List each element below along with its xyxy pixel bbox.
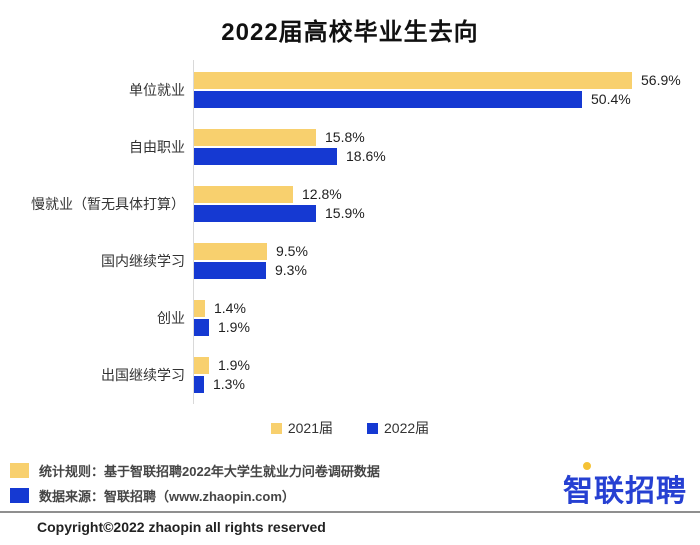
bar-row: 自由职业 15.8% 18.6% bbox=[0, 119, 700, 176]
bar-value-label: 18.6% bbox=[346, 148, 386, 164]
note-swatch-yellow bbox=[10, 463, 29, 478]
zhaopin-logo-text: 智联招聘 bbox=[563, 475, 687, 508]
legend-swatch-2022 bbox=[367, 422, 378, 434]
bar-row: 出国继续学习 1.9% 1.3% bbox=[0, 347, 700, 404]
bar-row: 国内继续学习 9.5% 9.3% bbox=[0, 233, 700, 290]
bar-value-label: 1.9% bbox=[218, 357, 250, 373]
bar-value-label: 15.8% bbox=[325, 129, 365, 145]
bar-2021届 bbox=[194, 300, 205, 317]
footer-divider bbox=[0, 511, 700, 513]
category-label: 单位就业 bbox=[129, 81, 185, 98]
bar-row: 慢就业（暂无具体打算） 12.8% 15.9% bbox=[0, 176, 700, 233]
bar-2021届 bbox=[194, 129, 316, 146]
zhaopin-logo-circle-icon bbox=[583, 462, 591, 470]
bar-2021届 bbox=[194, 243, 267, 260]
category-label: 创业 bbox=[157, 309, 185, 326]
bar-2021届 bbox=[194, 186, 293, 203]
y-axis-line bbox=[193, 60, 194, 404]
legend-label-2022: 2022届 bbox=[384, 420, 430, 436]
note-text-statistics-rule: 统计规则：基于智联招聘2022年大学生就业力问卷调研数据 bbox=[39, 464, 380, 479]
bar-value-label: 9.3% bbox=[275, 262, 307, 278]
zhaopin-logo: 智联招聘 bbox=[563, 462, 695, 508]
category-label: 自由职业 bbox=[129, 138, 185, 155]
bar-value-label: 9.5% bbox=[276, 243, 308, 259]
bar-value-label: 12.8% bbox=[302, 186, 342, 202]
bar-2022届 bbox=[194, 91, 582, 108]
bar-value-label: 15.9% bbox=[325, 205, 365, 221]
chart-legend: 2021届 2022届 bbox=[0, 418, 700, 438]
category-label: 慢就业（暂无具体打算） bbox=[31, 195, 185, 212]
bar-2022届 bbox=[194, 205, 316, 222]
bar-2022届 bbox=[194, 262, 266, 279]
legend-item-2021: 2021届 bbox=[270, 418, 333, 438]
copyright-text: Copyright©2022 zhaopin all rights reserv… bbox=[37, 519, 326, 535]
bar-value-label: 50.4% bbox=[591, 91, 631, 107]
legend-label-2021: 2021届 bbox=[287, 420, 333, 436]
chart-title: 2022届高校毕业生去向 bbox=[221, 19, 479, 46]
note-swatch-blue bbox=[10, 488, 29, 503]
bar-value-label: 1.4% bbox=[214, 300, 246, 316]
bar-row: 单位就业 56.9% 50.4% bbox=[0, 62, 700, 119]
note-data-source: 数据来源：智联招聘（www.zhaopin.com） bbox=[10, 486, 380, 505]
footer-notes: 统计规则：基于智联招聘2022年大学生就业力问卷调研数据 数据来源：智联招聘（w… bbox=[10, 461, 380, 505]
note-statistics-rule: 统计规则：基于智联招聘2022年大学生就业力问卷调研数据 bbox=[10, 461, 380, 480]
legend-swatch-2021 bbox=[270, 422, 282, 434]
bar-row: 创业 1.4% 1.9% bbox=[0, 290, 700, 347]
bar-value-label: 56.9% bbox=[641, 72, 681, 88]
category-label: 出国继续学习 bbox=[101, 366, 185, 383]
bar-value-label: 1.3% bbox=[213, 376, 245, 392]
legend-item-2022: 2022届 bbox=[367, 418, 429, 438]
note-text-data-source: 数据来源：智联招聘（www.zhaopin.com） bbox=[39, 489, 295, 504]
bar-2022届 bbox=[194, 148, 337, 165]
bar-2021届 bbox=[194, 72, 632, 89]
bar-2021届 bbox=[194, 357, 209, 374]
bar-chart: 单位就业 56.9% 50.4% 自由职业 15.8% 18.6% 慢就业（暂无具体打算） 1… bbox=[0, 60, 700, 404]
bar-2022届 bbox=[194, 319, 209, 336]
bar-2022届 bbox=[194, 376, 204, 393]
bar-value-label: 1.9% bbox=[218, 319, 250, 335]
category-label: 国内继续学习 bbox=[101, 252, 185, 269]
